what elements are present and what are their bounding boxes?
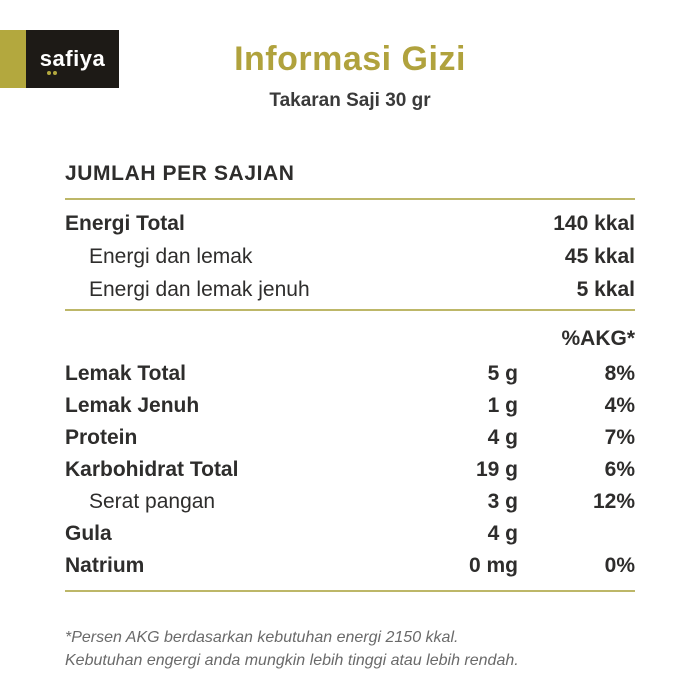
logo-wordmark: safiya [39, 46, 106, 71]
nutrient-rows: Lemak Total 5 g 8% Lemak Jenuh 1 g 4% Pr… [65, 358, 635, 582]
nutrient-label: Serat pangan [89, 490, 216, 513]
section-heading: JUMLAH PER SAJIAN [65, 162, 295, 185]
nutrient-label: Karbohidrat Total [65, 458, 239, 481]
nutrient-label: Protein [65, 426, 138, 449]
serving-size-subtitle: Takaran Saji 30 gr [269, 90, 431, 111]
nutrient-akg: 4% [604, 394, 635, 417]
nutrient-row: Serat pangan 3 g 12% [65, 486, 635, 518]
energy-row: Energi Total 140 kkal [65, 207, 635, 240]
energy-row-value: 140 kkal [553, 212, 635, 235]
nutrient-label: Lemak Jenuh [65, 394, 200, 417]
energy-row-label: Energi Total [65, 212, 185, 235]
energy-rows: Energi Total 140 kkal Energi dan lemak 4… [65, 207, 635, 306]
nutrient-akg: 12% [592, 490, 635, 513]
energy-row-value: 45 kkal [564, 245, 635, 268]
energy-row: Energi dan lemak jenuh 5 kkal [65, 273, 635, 306]
nutrient-row: Gula 4 g [65, 518, 635, 550]
nutrient-row: Natrium 0 mg 0% [65, 550, 635, 582]
nutrient-akg: 0% [604, 554, 635, 577]
label-header: Informasi Gizi Takaran Saji 30 gr [0, 0, 700, 112]
nutrient-label: Gula [65, 522, 112, 545]
nutrient-akg: 6% [604, 458, 635, 481]
nutrient-amount: 5 g [487, 362, 518, 385]
energy-row-value: 5 kkal [576, 278, 635, 301]
nutrient-akg: 8% [604, 362, 635, 385]
divider [65, 198, 635, 200]
nutrient-amount: 4 g [487, 522, 518, 545]
nutrient-row: Protein 4 g 7% [65, 422, 635, 454]
energy-row-label: Energi dan lemak [89, 245, 253, 268]
nutrient-label: Lemak Total [65, 362, 186, 385]
nutrient-amount: 19 g [475, 458, 518, 481]
nutrient-akg [518, 518, 635, 550]
nutrient-row: Karbohidrat Total 19 g 6% [65, 454, 635, 486]
brand-logo: safiya [0, 30, 119, 88]
divider [65, 590, 635, 592]
energy-row: Energi dan lemak 45 kkal [65, 240, 635, 273]
akg-column-header: %AKG* [561, 327, 635, 350]
page-title: Informasi Gizi [234, 40, 466, 78]
akg-footnote: *Persen AKG berdasarkan kebutuhan energi… [0, 626, 700, 672]
nutrition-table: JUMLAH PER SAJIAN Energi Total 140 kkal … [0, 162, 700, 592]
nutrient-row: Lemak Jenuh 1 g 4% [65, 390, 635, 422]
nutrient-label: Natrium [65, 554, 145, 577]
logo-dots-icon [47, 71, 51, 75]
nutrient-amount: 1 g [487, 394, 518, 417]
divider [65, 309, 635, 311]
nutrient-amount: 4 g [487, 426, 518, 449]
logo-gold-bar [0, 30, 26, 88]
nutrient-akg: 7% [604, 426, 635, 449]
nutrient-row: Lemak Total 5 g 8% [65, 358, 635, 390]
footnote-line-2: Kebutuhan engergi anda mungkin lebih tin… [65, 652, 519, 669]
footnote-line-1: *Persen AKG berdasarkan kebutuhan energi… [65, 629, 459, 646]
logo-box: safiya [26, 30, 119, 88]
energy-row-label: Energi dan lemak jenuh [89, 278, 310, 301]
nutrient-amount: 0 mg [468, 554, 518, 577]
nutrient-amount: 3 g [487, 490, 518, 513]
